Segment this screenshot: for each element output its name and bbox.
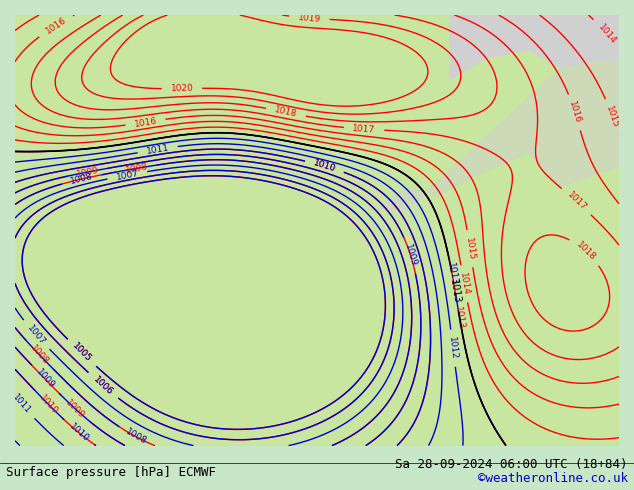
Text: 1008: 1008: [29, 343, 50, 367]
Text: 1010: 1010: [37, 393, 60, 416]
Polygon shape: [377, 15, 619, 209]
Text: 1016: 1016: [567, 100, 583, 124]
Text: Sa 28-09-2024 06:00 UTC (18+84): Sa 28-09-2024 06:00 UTC (18+84): [395, 458, 628, 471]
Text: 1010: 1010: [313, 159, 337, 174]
Text: 1017: 1017: [565, 191, 588, 213]
Text: 1008: 1008: [124, 427, 148, 446]
Text: ©weatheronline.co.uk: ©weatheronline.co.uk: [477, 472, 628, 485]
Text: 1017: 1017: [353, 123, 376, 134]
Text: 1019: 1019: [297, 13, 321, 24]
Text: 1016: 1016: [133, 116, 158, 128]
Text: 1010: 1010: [67, 421, 91, 443]
Text: 1015: 1015: [604, 104, 621, 129]
Text: 1006: 1006: [91, 374, 115, 397]
Text: 1009: 1009: [64, 397, 87, 420]
Text: 1011: 1011: [10, 392, 32, 416]
Text: 1012: 1012: [447, 336, 459, 360]
Text: 1014: 1014: [596, 22, 618, 46]
Text: 1018: 1018: [274, 105, 298, 119]
Text: 1008: 1008: [70, 172, 94, 186]
Text: 1005: 1005: [70, 342, 93, 364]
Text: 1007: 1007: [25, 323, 47, 346]
Text: 1020: 1020: [171, 84, 193, 93]
Text: 1013: 1013: [453, 306, 466, 330]
Text: 1013: 1013: [448, 279, 462, 305]
Text: 1009: 1009: [34, 368, 56, 391]
Text: Surface pressure [hPa] ECMWF: Surface pressure [hPa] ECMWF: [6, 466, 216, 479]
Text: 1018: 1018: [574, 240, 597, 263]
Text: 1011: 1011: [146, 143, 170, 156]
Text: 1013: 1013: [446, 262, 458, 286]
Text: 1014: 1014: [458, 272, 470, 296]
Text: 1005: 1005: [70, 342, 93, 364]
Text: 1010: 1010: [313, 159, 337, 174]
Text: 1008: 1008: [124, 162, 148, 175]
Polygon shape: [450, 15, 619, 79]
Text: 1007: 1007: [115, 169, 139, 182]
Text: 1009: 1009: [75, 165, 100, 179]
Text: 1009: 1009: [403, 243, 418, 268]
Text: 1016: 1016: [44, 16, 68, 36]
Text: 1015: 1015: [464, 237, 476, 261]
Text: 1006: 1006: [91, 374, 115, 397]
